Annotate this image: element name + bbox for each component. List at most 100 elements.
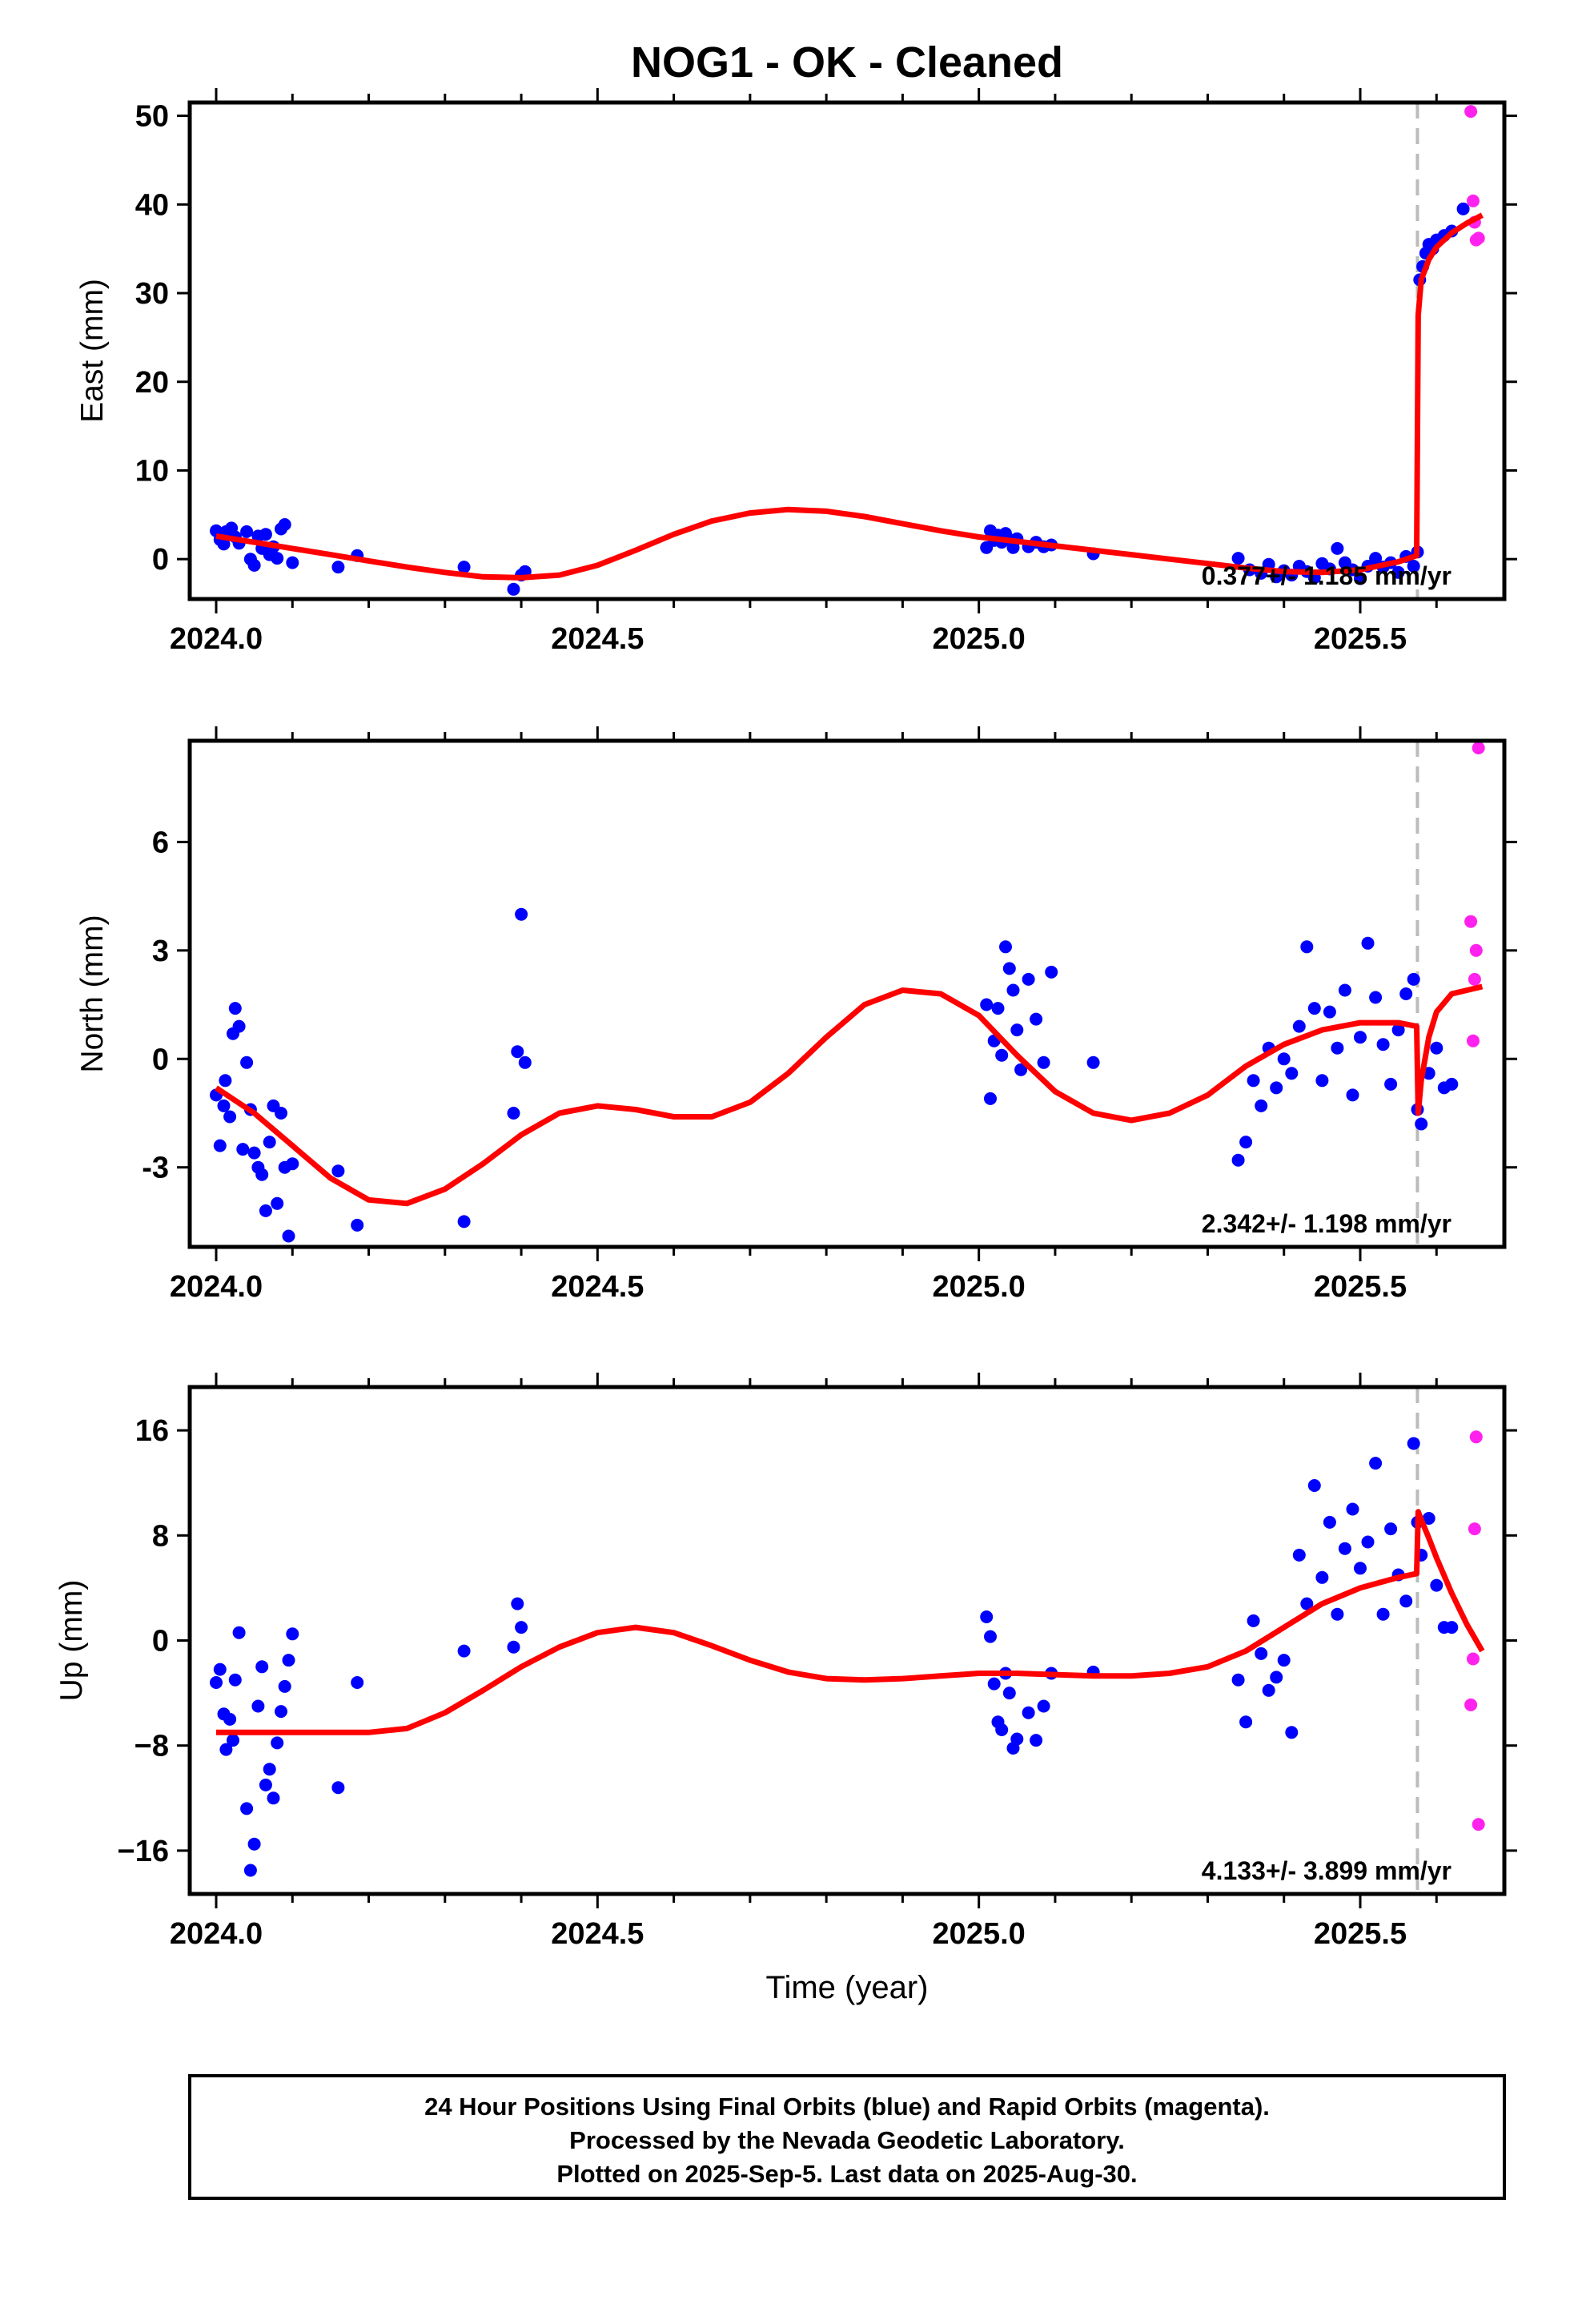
x-tick-label: 2024.0: [170, 1270, 263, 1304]
final-point: [457, 1644, 471, 1658]
panel-east: 2024.0 2024.5 2025.0 2025.5 0 10 20 30 40 50 East …: [75, 88, 1517, 656]
final-point: [286, 1157, 299, 1171]
x-tick-label: 2025.5: [1314, 622, 1407, 656]
final-point: [219, 1743, 233, 1756]
final-point: [511, 1045, 524, 1059]
x-tick-label: 2025.0: [933, 622, 1026, 656]
final-point: [267, 1791, 280, 1805]
rapid-point: [1464, 105, 1478, 119]
final-point: [511, 1597, 524, 1610]
final-point: [1354, 572, 1367, 585]
final-point: [331, 1781, 345, 1795]
y-tick-label: 0: [152, 543, 169, 577]
y-tick-label: 30: [135, 277, 169, 311]
rapid-point: [1472, 742, 1485, 754]
final-point: [247, 1837, 261, 1851]
final-point: [995, 1048, 1009, 1062]
x-tick-label: 2025.5: [1314, 1270, 1407, 1304]
final-point: [1422, 1512, 1435, 1525]
final-point: [240, 1055, 254, 1069]
model-line: [216, 1509, 1485, 1735]
final-point: [1415, 1117, 1428, 1131]
final-point: [1369, 991, 1383, 1004]
final-point: [1030, 1734, 1043, 1747]
panel-north: 2024.0 2024.5 2025.0 2025.5 -3 0 3 6 North (mm) 2…: [75, 726, 1517, 1304]
final-point: [1361, 936, 1375, 950]
final-point: [1014, 1063, 1028, 1076]
final-point: [331, 1164, 345, 1178]
final-point: [217, 1099, 231, 1112]
final-point: [1231, 552, 1245, 565]
final-point: [457, 561, 471, 574]
rapid-point: [1469, 1430, 1483, 1444]
y-tick-label: 8: [152, 1519, 169, 1553]
final-point: [1346, 1502, 1359, 1516]
final-point: [1255, 1647, 1268, 1660]
x-tick-label: 2025.0: [933, 1917, 1026, 1951]
final-point: [1285, 1726, 1299, 1739]
final-point: [984, 1092, 997, 1105]
rapid-point: [1464, 1698, 1478, 1711]
final-point: [1369, 552, 1383, 565]
final-point: [1300, 1597, 1314, 1610]
final-point: [1239, 1136, 1253, 1149]
y-tick-label: 0: [152, 1043, 169, 1076]
final-point: [980, 998, 994, 1011]
final-point: [980, 1610, 994, 1623]
final-point: [1270, 1671, 1283, 1684]
final-point: [1231, 1673, 1245, 1687]
final-point: [213, 1139, 227, 1152]
final-point: [507, 582, 520, 596]
final-point: [1292, 1548, 1306, 1562]
x-tick-label: 2024.5: [551, 622, 644, 656]
final-point: [271, 1196, 284, 1210]
x-tick-label: 2024.5: [551, 1917, 644, 1951]
plot-frame: [187, 100, 1507, 601]
final-point: [1010, 1732, 1024, 1746]
final-point: [282, 1654, 295, 1667]
y-tick-label: 3: [152, 935, 169, 968]
y-tick-label: 16: [135, 1414, 169, 1448]
rate-label: 0.377+/- 1.185 mm/yr: [1202, 561, 1452, 590]
y-tick-label: −8: [135, 1730, 169, 1763]
final-point: [1285, 1067, 1299, 1080]
chart-title: NOG1 - OK - Cleaned: [631, 38, 1063, 86]
final-point: [259, 1204, 272, 1217]
final-point: [223, 1110, 237, 1124]
rapid-point: [1472, 231, 1485, 245]
final-point: [1384, 1077, 1398, 1091]
y-tick-label: 0: [152, 1625, 169, 1659]
final-point: [507, 1640, 520, 1654]
final-point: [457, 1215, 471, 1228]
final-point: [1315, 1570, 1329, 1584]
final-point: [987, 1677, 1001, 1691]
final-point: [1407, 972, 1420, 986]
rapid-point: [1468, 1522, 1481, 1536]
final-point: [1247, 1074, 1260, 1088]
final-point: [286, 1627, 299, 1641]
final-point: [1307, 1002, 1321, 1015]
final-point: [984, 1630, 997, 1643]
y-tick-label: -3: [142, 1152, 169, 1185]
final-point: [331, 561, 345, 574]
final-point: [232, 1019, 246, 1033]
final-point: [247, 558, 261, 572]
final-point: [1361, 1535, 1375, 1549]
final-point: [282, 1229, 295, 1243]
final-point: [271, 1736, 284, 1750]
final-point: [1338, 1542, 1351, 1555]
final-point: [255, 1660, 269, 1674]
final-point: [1002, 1687, 1016, 1700]
final-point: [275, 1705, 287, 1719]
final-point: [1037, 1055, 1050, 1069]
final-point: [236, 1143, 250, 1156]
final-point: [227, 1734, 239, 1747]
final-point: [1331, 1041, 1344, 1055]
final-point: [259, 528, 272, 541]
final-point: [278, 1679, 291, 1693]
final-point: [1399, 987, 1413, 1000]
final-point: [1045, 965, 1058, 979]
final-point: [1022, 1706, 1035, 1719]
